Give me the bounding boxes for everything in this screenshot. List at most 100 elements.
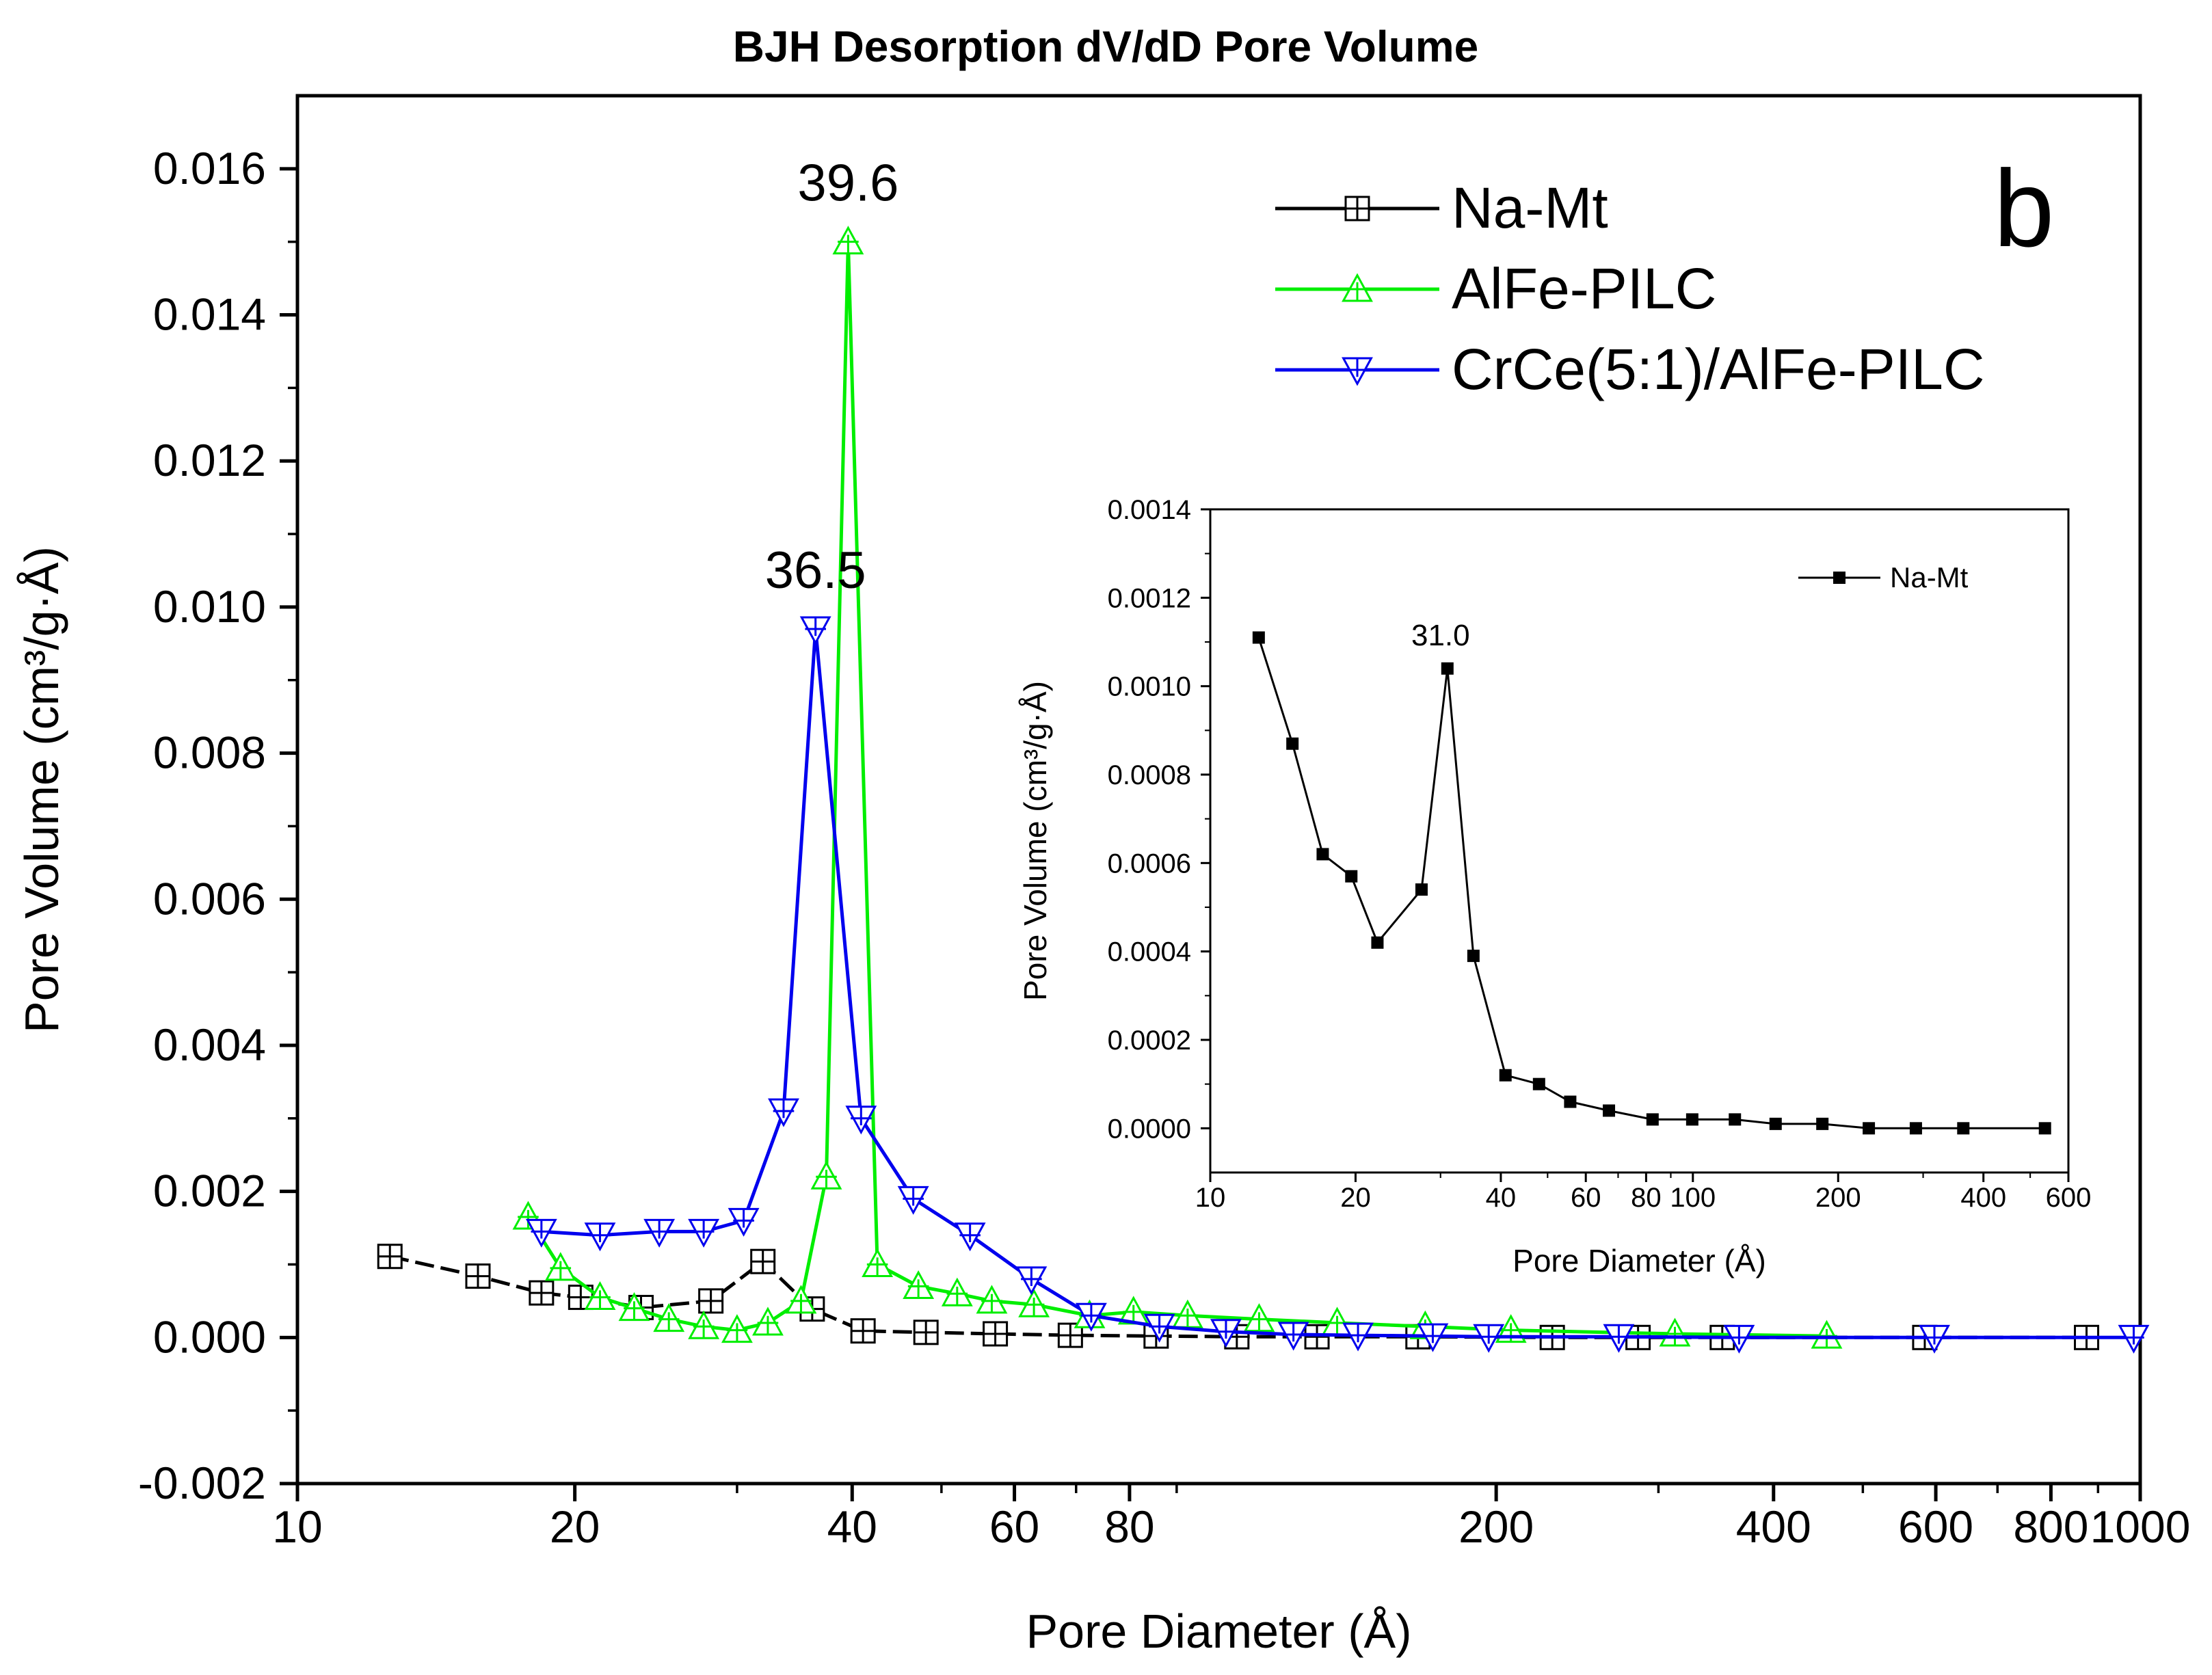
main-x-tick-label: 1000: [2090, 1501, 2191, 1552]
main-series-0-point-9: [913, 1319, 939, 1345]
main-x-tick-label: 400: [1736, 1501, 1811, 1552]
inset-series-0-point-3: [1345, 870, 1358, 883]
inset-series-0-point-17: [1863, 1122, 1876, 1135]
main-series-2-point-11: [1075, 1302, 1107, 1332]
main-y-tick-label: -0.002: [138, 1458, 266, 1508]
main-series-0-point-6: [750, 1248, 776, 1274]
main-series-2-point-18: [1603, 1324, 1635, 1353]
main-series-1-point-4: [653, 1303, 685, 1332]
inset-x-tick-label: 10: [1195, 1183, 1226, 1213]
inset-peak-label-0: 31.0: [1411, 619, 1470, 652]
main-peak-label-0: 39.6: [797, 155, 898, 213]
inset-y-tick-label: 0.0014: [1108, 495, 1191, 525]
inset-x-tick-label: 60: [1571, 1183, 1601, 1213]
main-series-1-point-13: [941, 1277, 973, 1306]
main-x-tick-label: 200: [1458, 1501, 1534, 1552]
inset-series-0-line: [1257, 637, 2045, 1129]
main-x-tick-label: 600: [1898, 1501, 1973, 1552]
inset-plot-axes: 10 20 40 60 80 100 200 400 600 0.0000 0.0002 0.0004…: [1017, 495, 2091, 1278]
main-series-2-line: [541, 627, 2134, 1339]
main-y-tick-label: 0.014: [153, 289, 266, 340]
main-series-1-point-7: [752, 1306, 784, 1336]
inset-series-0-point-6: [1441, 662, 1454, 675]
main-series-2-point-4: [728, 1207, 760, 1237]
main-x-tick-label: 20: [550, 1501, 600, 1552]
main-y-tick-label: 0.008: [153, 727, 266, 778]
main-frame: [295, 94, 2142, 1486]
inset-frame: [1209, 508, 2070, 1174]
main-series-2-point-7: [845, 1106, 877, 1135]
main-y-tick-label: 0.004: [153, 1019, 266, 1070]
main-plot-series: [377, 226, 2150, 1354]
main-x-tick-label: 40: [827, 1501, 877, 1552]
main-series-2-point-1: [584, 1222, 616, 1252]
main-x-tick-label: 80: [1104, 1501, 1154, 1552]
inset-series-0-point-20: [2038, 1122, 2051, 1135]
inset-y-axis-label: Pore Volume (cm³/g·Å): [1017, 681, 1053, 1001]
inset-x-tick-label: 400: [1960, 1183, 2006, 1213]
inset-plot-legend: Na-Mt: [1798, 561, 1969, 593]
main-series-1-point-11: [862, 1248, 894, 1277]
main-x-tick-label: 800: [2013, 1501, 2088, 1552]
inset-plot-series: [1252, 631, 2051, 1135]
main-series-2-point-16: [1417, 1323, 1449, 1352]
main-series-2-point-2: [643, 1218, 676, 1248]
inset-y-tick-label: 0.0008: [1108, 760, 1191, 790]
main-series-2-point-21: [2118, 1324, 2150, 1354]
main-series-1-point-12: [903, 1270, 935, 1300]
main-legend-label-0: Na-Mt: [1452, 176, 1608, 240]
inset-x-axis-label: Pore Diameter (Å): [1513, 1243, 1766, 1278]
main-series-2-point-15: [1342, 1322, 1374, 1352]
main-series-1-point-1: [544, 1252, 576, 1281]
inset-y-tick-label: 0.0004: [1108, 937, 1191, 967]
main-y-tick-label: 0.010: [153, 581, 266, 632]
inset-series-0-point-1: [1286, 737, 1299, 750]
inset-y-tick-label: 0.0006: [1108, 848, 1191, 879]
inset-y-tick-label: 0.0000: [1108, 1114, 1191, 1144]
main-legend-label-1: AlFe-PILC: [1452, 256, 1716, 321]
main-y-tick-label: 0.002: [153, 1166, 266, 1216]
main-plot-axes: 10 20 40 60 80 200 400 600 800 1000 -0.002 0.000 0.0…: [15, 94, 2191, 1658]
main-series-2-point-5: [768, 1098, 799, 1127]
main-x-tick-label: 10: [272, 1501, 322, 1552]
main-plot-legend: Na-Mt AlFe-PILC CrCe(5:1)/AlFe-PILC: [1275, 176, 1985, 401]
inset-series-0-point-2: [1316, 848, 1329, 861]
main-series-1-point-5: [688, 1310, 720, 1339]
inset-series-0-point-7: [1467, 950, 1480, 963]
inset-series-0-point-12: [1646, 1113, 1659, 1126]
main-series-0-point-10: [983, 1321, 1009, 1347]
inset-legend-marker-0-point-0: [1833, 572, 1845, 584]
main-series-2-point-10: [1015, 1266, 1048, 1296]
inset-series-0-point-15: [1769, 1117, 1782, 1130]
inset-x-tick-label: 80: [1631, 1183, 1662, 1213]
main-y-tick-label: 0.012: [153, 435, 266, 485]
main-legend-marker-0-point-0: [1344, 196, 1370, 222]
inset-y-tick-label: 0.0012: [1108, 583, 1191, 613]
main-series-1-point-6: [721, 1314, 753, 1343]
main-series-0-point-5: [698, 1288, 724, 1314]
main-series-1-point-2: [584, 1281, 616, 1311]
main-series-2-point-0: [525, 1218, 557, 1248]
inset-series-0: [1252, 631, 2051, 1135]
main-legend-marker-2-point-0: [1342, 357, 1373, 386]
panel-letter: b: [1994, 147, 2055, 269]
main-series-2-point-6: [799, 616, 831, 645]
main-y-tick-label: 0.000: [153, 1311, 266, 1362]
main-series-2: [525, 616, 2150, 1354]
inset-plot-annotations: 31.0: [1411, 619, 1470, 652]
inset-x-tick-label: 600: [2046, 1183, 2092, 1213]
main-series-1-point-19: [1243, 1303, 1275, 1332]
main-series-2-point-3: [688, 1218, 720, 1248]
inset-x-tick-label: 100: [1670, 1183, 1716, 1213]
inset-y-tick-label: 0.0010: [1108, 672, 1191, 702]
inset-series-0-point-19: [1957, 1122, 1970, 1135]
inset-series-0-point-16: [1816, 1117, 1829, 1130]
main-series-1-point-14: [976, 1285, 1008, 1314]
inset-series-0-point-18: [1909, 1122, 1922, 1135]
main-series-1-point-17: [1117, 1296, 1149, 1325]
main-series-1-point-3: [618, 1292, 650, 1322]
main-y-tick-label: 0.016: [153, 143, 266, 193]
main-x-tick-label: 60: [989, 1501, 1039, 1552]
inset-series-0-point-10: [1564, 1095, 1577, 1108]
